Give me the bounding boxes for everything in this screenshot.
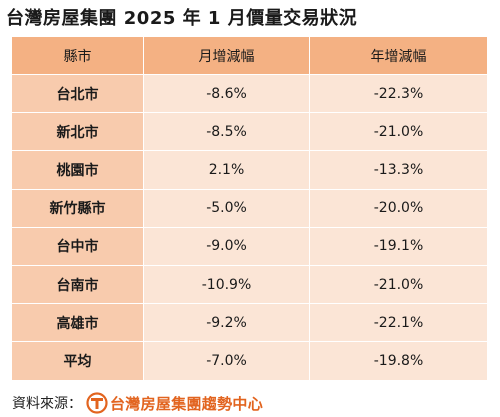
average-monthly-change-cell: -7.0% <box>143 341 310 381</box>
city-cell: 桃園市 <box>11 150 144 190</box>
brand-credit: 台灣房屋集團趨勢中心 <box>86 392 263 414</box>
table-row: 台中市 -9.0% -19.1% <box>11 226 488 266</box>
city-cell: 高雄市 <box>11 303 144 343</box>
yearly-change-cell: -21.0% <box>309 264 488 305</box>
source-label: 資料來源： <box>12 396 82 412</box>
monthly-change-cell: -8.5% <box>143 112 310 152</box>
city-cell: 台中市 <box>11 226 144 266</box>
table-row: 桃園市 2.1% -13.3% <box>11 150 488 190</box>
table-header-row: 縣市 月增減幅 年增減幅 <box>11 36 488 75</box>
table-row: 台南市 -10.9% -21.0% <box>11 264 488 305</box>
taiwan-realty-logo-icon <box>86 392 108 414</box>
column-header-monthly-change: 月增減幅 <box>143 36 310 75</box>
brand-name: 台灣房屋集團趨勢中心 <box>110 394 264 413</box>
yearly-change-cell: -22.1% <box>309 303 488 343</box>
table-row: 高雄市 -9.2% -22.1% <box>11 303 488 343</box>
monthly-change-cell: 2.1% <box>143 150 310 190</box>
city-cell: 台北市 <box>11 73 144 114</box>
page-title: 台灣房屋集團 2025 年 1 月價量交易狀況 <box>6 8 358 29</box>
table-row: 台北市 -8.6% -22.3% <box>11 73 488 114</box>
table-row: 新竹縣市 -5.0% -20.0% <box>11 188 488 228</box>
source-credit: 資料來源： 台灣房屋集團趨勢中心 <box>12 392 263 414</box>
price-volume-table: 縣市 月增減幅 年增減幅 台北市 -8.6% -22.3% 新北市 -8.5% … <box>11 36 488 381</box>
monthly-change-cell: -8.6% <box>143 73 310 114</box>
table-row: 新北市 -8.5% -21.0% <box>11 112 488 152</box>
yearly-change-cell: -22.3% <box>309 73 488 114</box>
column-header-yearly-change: 年增減幅 <box>309 36 488 75</box>
yearly-change-cell: -20.0% <box>309 188 488 228</box>
monthly-change-cell: -10.9% <box>143 264 310 305</box>
monthly-change-cell: -9.0% <box>143 226 310 266</box>
yearly-change-cell: -13.3% <box>309 150 488 190</box>
average-label-cell: 平均 <box>11 341 144 381</box>
city-cell: 新北市 <box>11 112 144 152</box>
monthly-change-cell: -5.0% <box>143 188 310 228</box>
city-cell: 新竹縣市 <box>11 188 144 228</box>
column-header-city: 縣市 <box>11 36 144 75</box>
yearly-change-cell: -21.0% <box>309 112 488 152</box>
yearly-change-cell: -19.1% <box>309 226 488 266</box>
monthly-change-cell: -9.2% <box>143 303 310 343</box>
table-row-average: 平均 -7.0% -19.8% <box>11 341 488 381</box>
average-yearly-change-cell: -19.8% <box>309 341 488 381</box>
city-cell: 台南市 <box>11 264 144 305</box>
